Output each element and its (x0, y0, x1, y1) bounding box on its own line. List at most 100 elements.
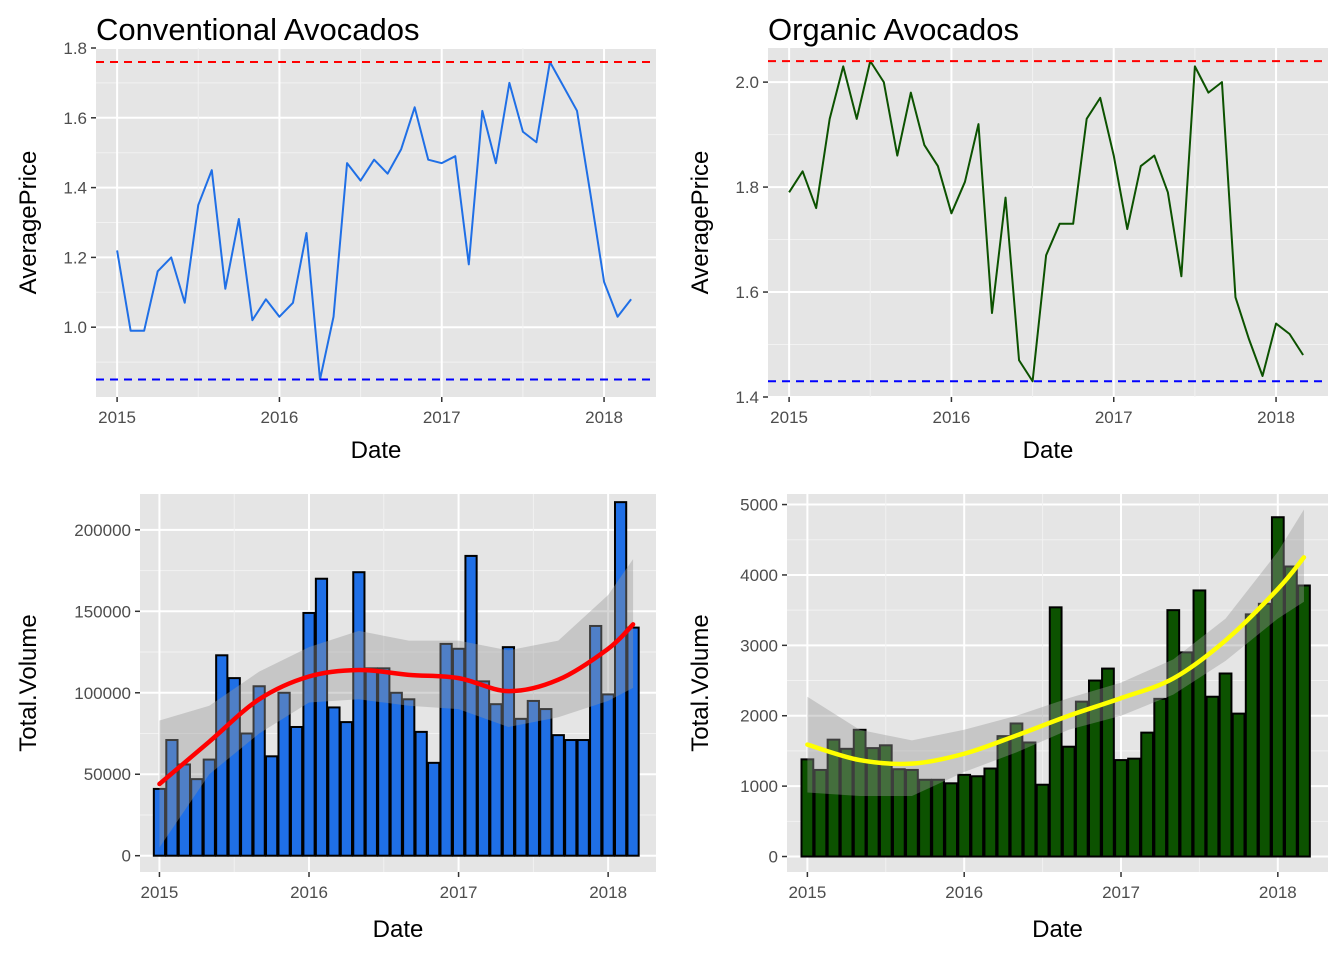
volume-bar (526, 699, 540, 857)
y-tick-label: 1.8 (63, 39, 87, 58)
volume-bar (1140, 731, 1155, 858)
y-tick-label: 4000 (740, 566, 778, 585)
volume-bar (813, 768, 828, 858)
volume-bar (1009, 722, 1024, 858)
volume-bar (1101, 667, 1115, 858)
x-tick-label: 2015 (98, 408, 136, 427)
volume-bar (1179, 651, 1194, 858)
volume-bar (1270, 516, 1285, 858)
volume-bar (1192, 589, 1207, 858)
x-tick-label: 2016 (261, 408, 299, 427)
volume-bar (601, 693, 615, 857)
panel-title: Organic Avocados (768, 12, 1019, 47)
volume-bar (476, 680, 491, 857)
volume-bar (152, 787, 167, 857)
y-tick-label: 0 (122, 847, 131, 866)
x-tick-label: 2015 (141, 883, 179, 902)
y-tick-label: 1.2 (63, 248, 87, 267)
volume-bar (1231, 712, 1246, 858)
volume-bar (352, 571, 366, 857)
volume-bar (1218, 672, 1233, 858)
y-axis-title: Total.Volume (687, 614, 714, 751)
x-tick-label: 2018 (589, 883, 627, 902)
y-tick-label: 150000 (74, 602, 131, 621)
x-tick-label: 2016 (933, 408, 971, 427)
y-tick-label: 1.4 (735, 388, 759, 407)
volume-bar (314, 577, 329, 857)
volume-bar (1074, 700, 1089, 858)
y-tick-label: 200000 (74, 521, 131, 540)
x-tick-label: 2018 (1257, 408, 1295, 427)
volume-bar (215, 654, 229, 857)
panel-title: Conventional Avocados (96, 12, 419, 47)
panel-org-volume: 0 1000 2000 3000 4000 5000 2015 2016 2017 2018 Dat… (687, 494, 1328, 943)
y-tick-label: 3000 (740, 636, 778, 655)
x-tick-label: 2016 (290, 883, 328, 902)
volume-bar (878, 744, 893, 858)
panel-conv-price: 1.0 1.2 1.4 1.6 1.8 2015 2016 2017 2018 Date Avera… (15, 12, 656, 464)
volume-bar (240, 732, 254, 857)
volume-bar (613, 501, 628, 857)
volume-bar (996, 735, 1011, 858)
volume-bar (190, 778, 204, 857)
volume-bar (327, 706, 341, 857)
y-tick-label: 1.6 (63, 109, 87, 128)
volume-bar (501, 646, 516, 857)
panel-conv-volume: 0 50000 100000 150000 200000 2015 2016 2017 2018… (15, 494, 656, 943)
volume-bar (539, 708, 553, 857)
volume-bar (202, 758, 216, 857)
x-tick-label: 2015 (788, 883, 826, 902)
x-axis-title: Date (1032, 916, 1083, 943)
y-tick-label: 100000 (74, 684, 131, 703)
volume-bar (289, 725, 304, 857)
x-tick-label: 2018 (1259, 883, 1297, 902)
volume-bar (1114, 759, 1128, 858)
volume-bar (451, 647, 466, 857)
volume-bar (1127, 757, 1141, 858)
x-tick-label: 2017 (423, 408, 461, 427)
volume-bar (1205, 695, 1220, 858)
volume-bar (302, 611, 316, 857)
y-tick-label: 50000 (84, 765, 131, 784)
volume-bar (826, 738, 841, 858)
y-axis-title: Total.Volume (15, 614, 42, 751)
volume-bar (576, 739, 590, 857)
volume-bar (931, 778, 945, 858)
x-tick-label: 2016 (945, 883, 983, 902)
confidence-band (159, 559, 634, 848)
volume-bar (339, 721, 354, 857)
volume-bar (427, 761, 441, 857)
x-axis-title: Date (351, 437, 402, 464)
volume-bar (1048, 606, 1063, 858)
volume-bar (265, 755, 279, 857)
smooth-trend-line (805, 555, 1307, 767)
volume-bar (1022, 741, 1037, 858)
confidence-band (807, 509, 1304, 796)
y-tick-label: 2000 (740, 707, 778, 726)
panel-org-price: 1.4 1.6 1.8 2.0 2015 2016 2017 2018 Date AverageP… (687, 12, 1328, 464)
volume-bar (514, 717, 528, 857)
volume-bar (1257, 602, 1272, 858)
volume-bar (489, 703, 503, 857)
y-tick-label: 1000 (740, 777, 778, 796)
volume-bar (1297, 584, 1311, 858)
panel-background (768, 48, 1328, 397)
y-tick-label: 5000 (740, 496, 778, 515)
y-tick-label: 1.0 (63, 318, 87, 337)
y-axis-title: AveragePrice (687, 151, 714, 295)
volume-bar (551, 734, 565, 857)
volume-bar (589, 624, 603, 857)
volume-bar (944, 782, 959, 858)
volume-bar (439, 642, 453, 857)
volume-bar (1061, 745, 1076, 858)
y-tick-label: 1.8 (735, 178, 759, 197)
smooth-trend-line (157, 622, 636, 787)
volume-bar (865, 747, 880, 858)
volume-bar (414, 730, 428, 857)
x-axis-title: Date (1023, 437, 1074, 464)
volume-bar (402, 698, 416, 857)
volume-bar (905, 768, 919, 858)
volume-bar (165, 739, 179, 857)
volume-bar (277, 691, 291, 857)
